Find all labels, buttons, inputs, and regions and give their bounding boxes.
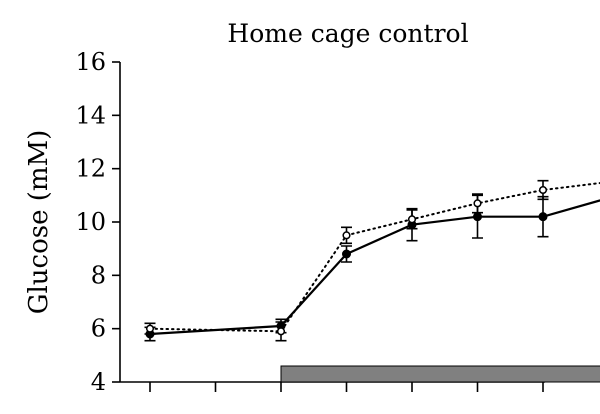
- axes: 4 6 8 10 12 14 16: [75, 48, 545, 396]
- series-2: [144, 179, 600, 342]
- period-bar-layer: [280, 365, 600, 383]
- data-point: [473, 199, 482, 208]
- data-point: [538, 212, 548, 222]
- data-point: [538, 185, 548, 195]
- y-tick-label: 10: [75, 208, 106, 236]
- data-point: [407, 215, 417, 224]
- y-tick-label: 8: [91, 261, 106, 289]
- data-point: [276, 327, 286, 336]
- y-tick-label: 16: [75, 48, 106, 76]
- data-point: [145, 324, 155, 333]
- series-1: [144, 194, 600, 342]
- shaded-period-bar: [280, 365, 600, 383]
- data-point: [342, 249, 351, 259]
- chart-title: Home cage control: [227, 19, 468, 48]
- y-tick-label: 12: [75, 155, 106, 183]
- data-point: [473, 212, 482, 222]
- y-tick-label: 4: [91, 368, 106, 396]
- series-2-line: [149, 182, 600, 333]
- series-layer: [144, 179, 600, 342]
- series-1-line: [149, 199, 600, 336]
- y-axis-label: Glucose (mM): [24, 130, 54, 315]
- data-point: [342, 231, 351, 240]
- y-tick-label: 14: [75, 101, 106, 129]
- y-tick-label: 6: [91, 315, 106, 343]
